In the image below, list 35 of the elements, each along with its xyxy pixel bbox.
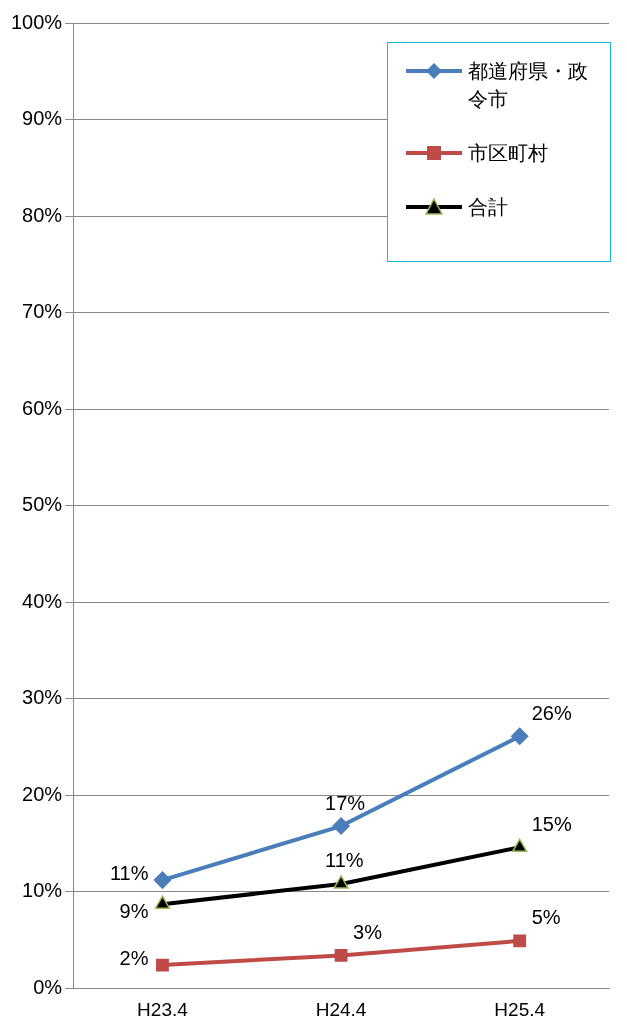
point <box>332 817 350 835</box>
point <box>154 895 171 909</box>
point <box>153 871 172 889</box>
point <box>513 934 527 948</box>
y-tick-label: 100% <box>11 10 63 33</box>
legend-label: 合計 <box>468 195 508 220</box>
legend-label: 都道府県・政令市 <box>468 59 589 112</box>
y-tick-label: 40% <box>22 589 63 612</box>
data-label: 11% <box>109 861 149 884</box>
data-label: 26% <box>531 701 572 724</box>
y-tick-label: 50% <box>22 493 63 516</box>
y-tick-label: 0% <box>33 975 63 998</box>
y-tick-label: 20% <box>22 782 63 805</box>
data-label: 15% <box>531 812 572 835</box>
point <box>333 875 349 889</box>
point <box>512 838 528 853</box>
point <box>156 958 169 972</box>
data-label: 11% <box>325 849 364 872</box>
x-tick-label: H25.4 <box>494 998 546 1020</box>
data-label: 5% <box>531 906 561 929</box>
y-tick-label: 80% <box>22 203 63 226</box>
y-tick-label: 10% <box>22 879 63 902</box>
data-label: 3% <box>353 920 383 943</box>
y-tick-label: 30% <box>22 686 63 709</box>
y-tick-label: 90% <box>22 107 63 130</box>
x-tick-label: H24.4 <box>315 998 367 1020</box>
legend-label: 市区町村 <box>468 141 548 166</box>
x-tick-label: H23.4 <box>137 998 189 1020</box>
data-label: 17% <box>325 791 366 814</box>
y-tick-label: 60% <box>22 396 63 419</box>
point <box>510 727 529 746</box>
data-label: 9% <box>119 899 149 922</box>
data-label: 2% <box>119 946 149 969</box>
y-tick-label: 70% <box>22 300 63 323</box>
point <box>334 948 348 962</box>
